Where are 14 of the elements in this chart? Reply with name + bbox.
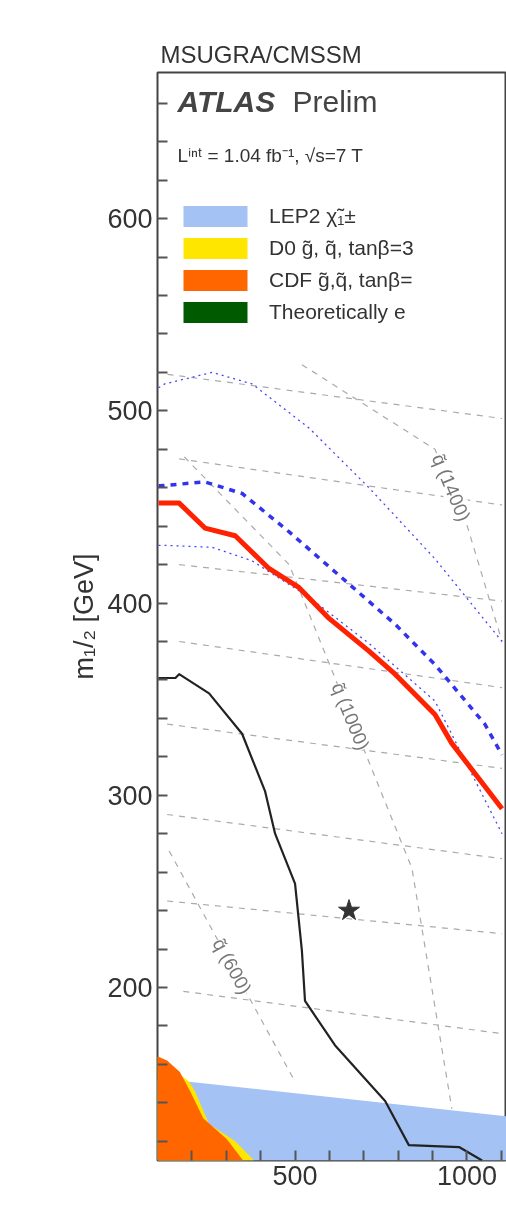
- y-tick-label: 500: [107, 396, 153, 427]
- legend-label: Theoretically e: [269, 300, 406, 324]
- y-tick-label: 600: [107, 204, 153, 235]
- x-tick-label: 1000: [436, 1160, 497, 1191]
- annotation: Lⁱⁿᵗ = 1.04 fb⁻¹, √s=7 T: [177, 144, 364, 166]
- chart-title: MSUGRA/CMSSM: [160, 40, 362, 68]
- y-axis-title: m₁/₂ [GeV]: [69, 553, 100, 680]
- y-tick-label: 200: [107, 973, 153, 1003]
- legend-label: D0 g̃, q̃, tanβ=3: [269, 236, 414, 260]
- y-tick-label: 300: [107, 780, 153, 811]
- y-tick-label: 400: [107, 588, 153, 619]
- legend-label: CDF g̃,q̃, tanβ=: [269, 268, 413, 292]
- annotation: ATLAS Prelim: [176, 84, 378, 118]
- legend-label: LEP2 χ̃₁±: [269, 204, 356, 228]
